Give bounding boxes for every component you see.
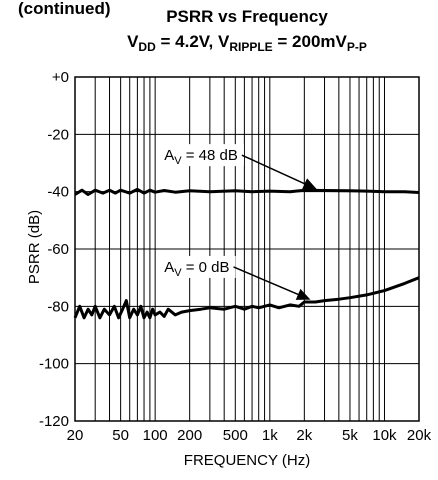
x-tick-label: 100 — [143, 427, 168, 444]
x-tick-label: 20k — [407, 427, 432, 444]
series-layer — [73, 187, 420, 320]
y-tick-label: -80 — [47, 298, 69, 315]
x-tick-label: 20 — [67, 427, 84, 444]
series-line-av-0db — [73, 276, 420, 320]
y-tick-label: -60 — [47, 241, 69, 258]
y-tick-label: +0 — [52, 69, 69, 86]
tick-labels: 20 50 100 200 500 1k 2k 5k 10k 20k +0 -20 -40 -60 -80 -… — [39, 69, 432, 444]
x-tick-label: 500 — [223, 427, 248, 444]
grid-lines — [74, 76, 420, 422]
annotation-arrow — [233, 266, 311, 300]
series-line-av-48db — [74, 187, 420, 196]
annotation-background — [158, 144, 244, 167]
x-tick-label: 200 — [177, 427, 202, 444]
x-tick-label: 10k — [372, 427, 397, 444]
y-tick-label: -20 — [47, 126, 69, 143]
annotation-arrow — [241, 154, 317, 190]
y-tick-label: -120 — [39, 413, 69, 430]
x-tick-label: 2k — [296, 427, 312, 444]
x-tick-label: 5k — [342, 427, 358, 444]
x-tick-label: 1k — [262, 427, 278, 444]
annotation-background — [158, 255, 236, 278]
x-tick-label: 50 — [112, 427, 129, 444]
annotation-label-av-48db: AV = 48 dB — [164, 147, 238, 167]
header-fragment: (continued) — [18, 0, 111, 18]
annotations: AV = 48 dB AV = 0 dB — [158, 144, 317, 300]
y-tick-label: -40 — [47, 184, 69, 201]
y-axis-label: PSRR (dB) — [26, 210, 43, 284]
x-axis-label: FREQUENCY (Hz) — [184, 452, 310, 469]
y-tick-label: -100 — [39, 356, 69, 373]
plot-frame — [74, 76, 420, 422]
chart-title: PSRR vs Frequency — [166, 7, 328, 26]
annotation-label-av-0db: AV = 0 dB — [164, 259, 229, 279]
chart-subtitle: VDD = 4.2V, VRIPPLE = 200mVP-P — [127, 32, 367, 54]
